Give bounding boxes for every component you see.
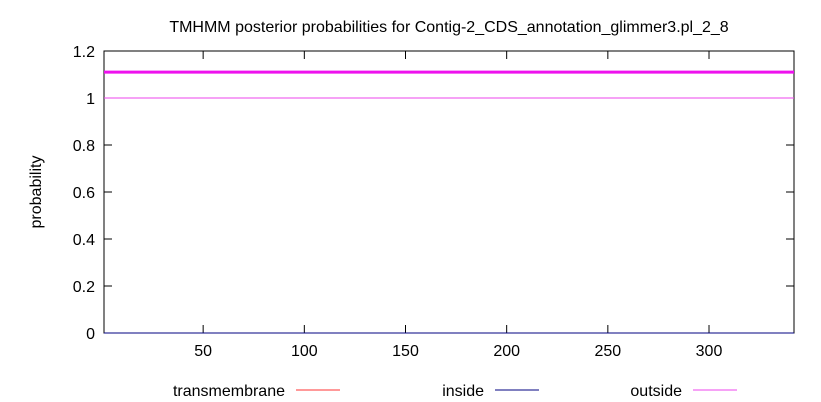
legend-label-outside: outside bbox=[630, 383, 682, 400]
y-axis-label: probability bbox=[28, 156, 45, 229]
y-tick-label: 0.6 bbox=[73, 185, 95, 202]
y-tick-label: 1 bbox=[86, 91, 95, 108]
series-lines bbox=[104, 97, 794, 334]
legend: transmembrane inside outside bbox=[173, 383, 737, 400]
chart-title: TMHMM posterior probabilities for Contig… bbox=[169, 19, 728, 36]
x-tick-label: 150 bbox=[392, 343, 419, 360]
x-tick-label: 250 bbox=[594, 343, 621, 360]
plot-frame bbox=[103, 50, 795, 334]
x-tick-label: 100 bbox=[291, 343, 318, 360]
x-tick-label: 200 bbox=[493, 343, 520, 360]
legend-label-inside: inside bbox=[442, 383, 484, 400]
y-tick-label: 0 bbox=[86, 326, 95, 343]
y-tick-label: 0.8 bbox=[73, 138, 95, 155]
y-tick-label: 0.2 bbox=[73, 279, 95, 296]
y-tick-label: 0.4 bbox=[73, 232, 95, 249]
axis-ticks: 0 0.2 0.4 0.6 0.8 1 1.2 50 100 150 200 250 300 bbox=[73, 44, 794, 360]
x-tick-label: 50 bbox=[194, 343, 212, 360]
y-tick-label: 1.2 bbox=[73, 44, 95, 61]
legend-label-transmembrane: transmembrane bbox=[173, 383, 285, 400]
x-tick-label: 300 bbox=[696, 343, 723, 360]
